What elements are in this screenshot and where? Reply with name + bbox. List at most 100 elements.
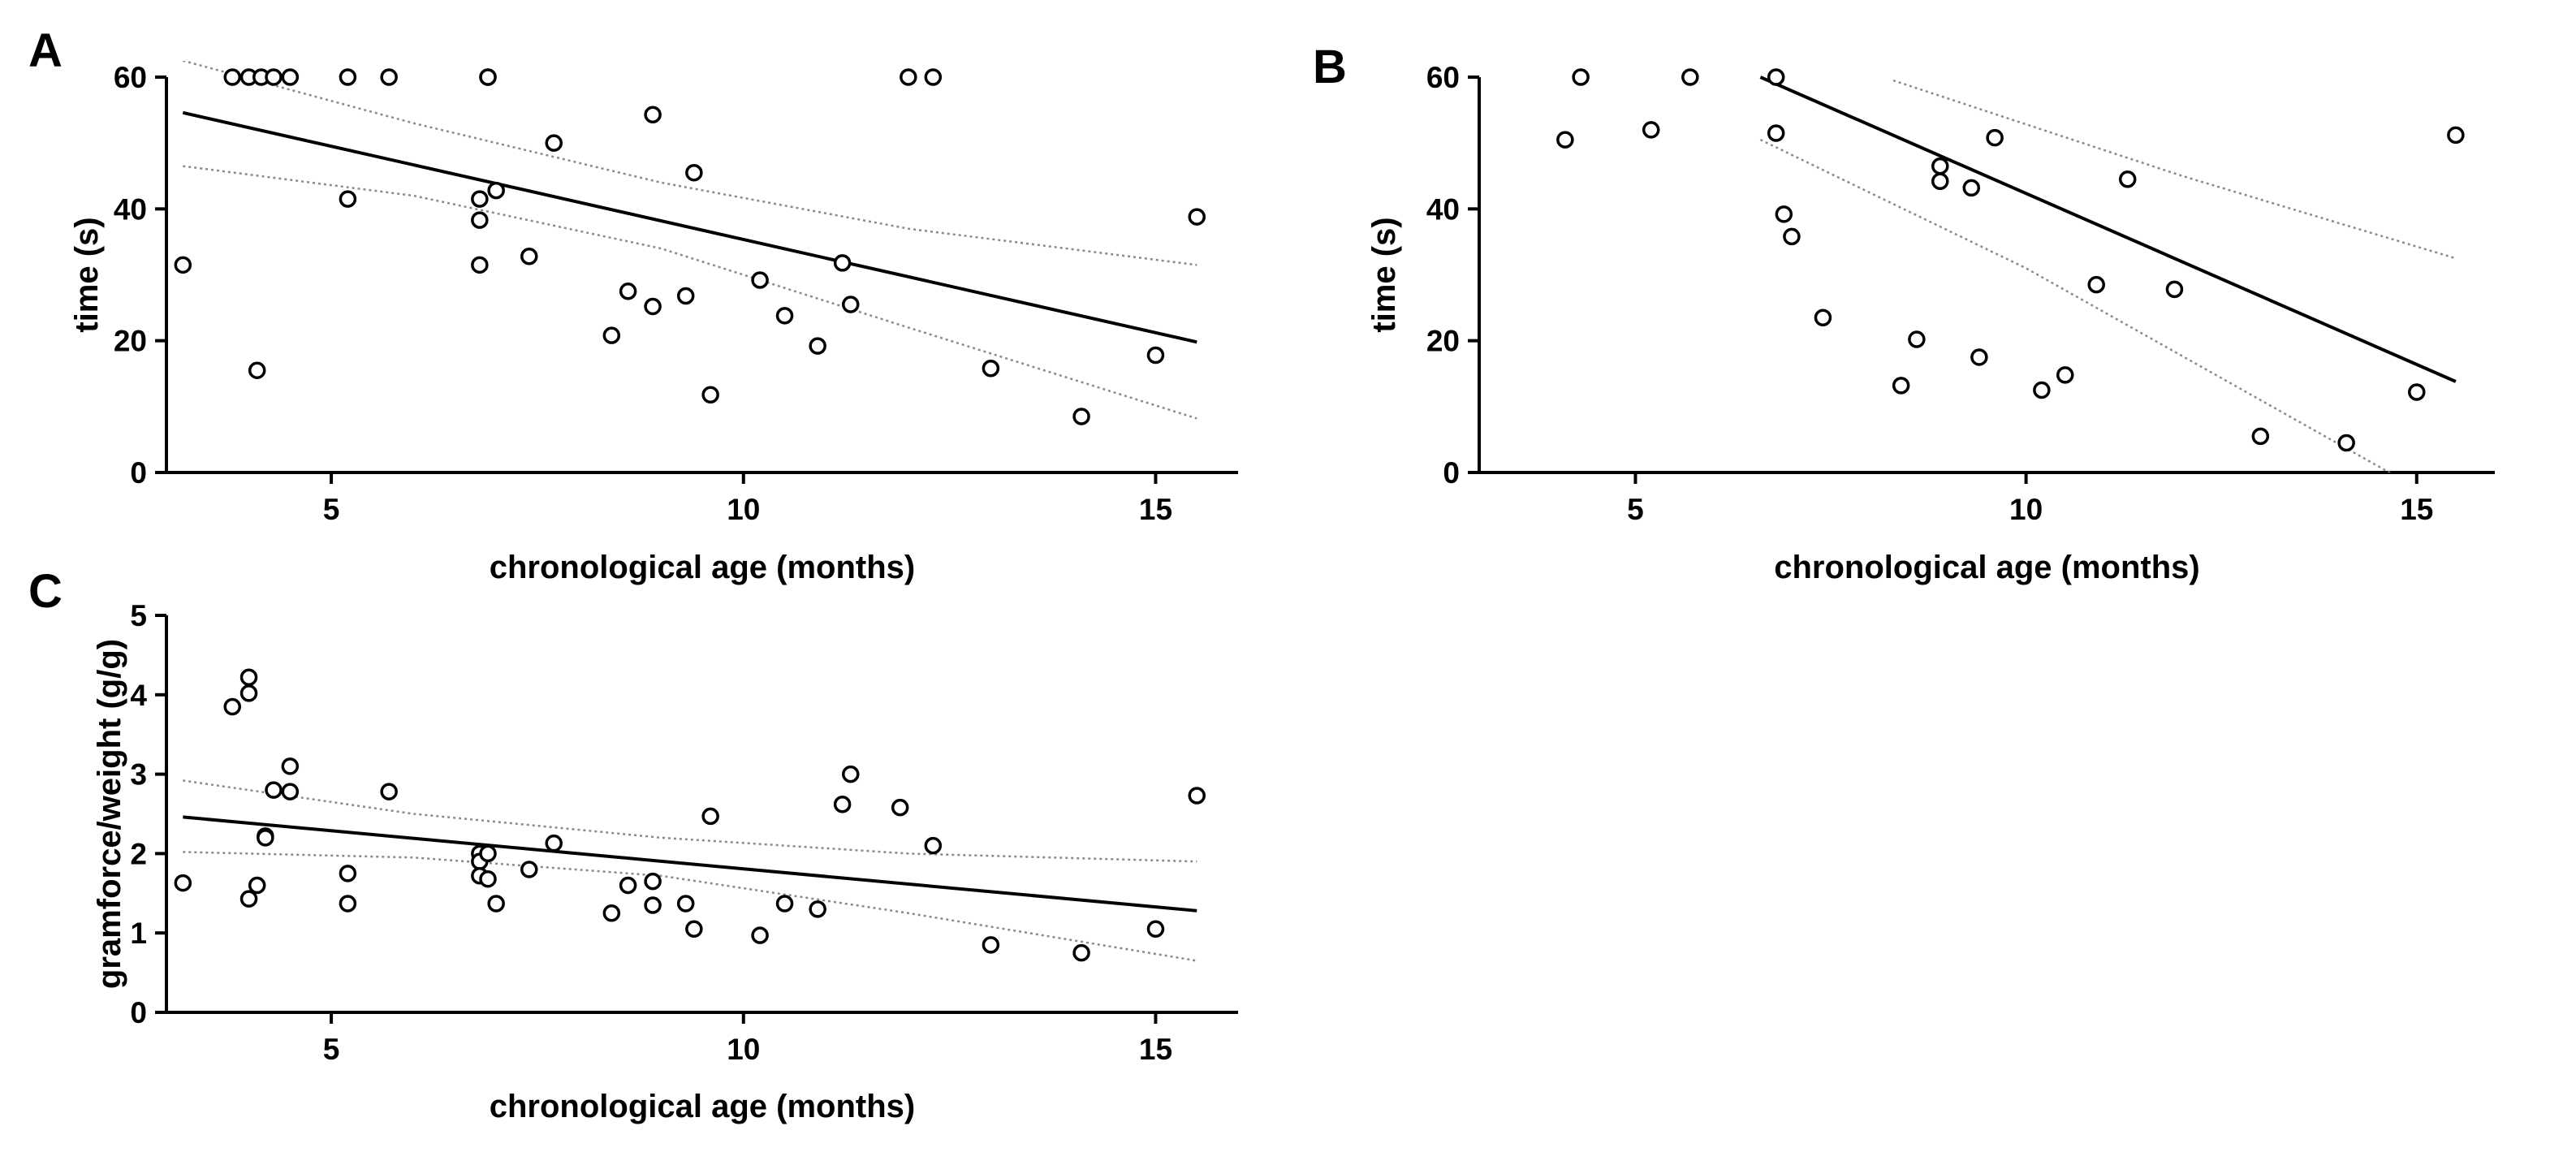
panel-c-data-point: [257, 829, 274, 847]
panel-b-data-point: [1970, 348, 1988, 366]
panel-a-data-point: [644, 106, 662, 124]
panel-a-regression-line: [182, 110, 1197, 344]
panel-a-data-point: [520, 248, 538, 265]
panel-c-ci-upper: [183, 779, 1197, 863]
panel-c-data-point: [602, 904, 621, 922]
panel-c-data-point: [239, 890, 258, 908]
panel-b-y-tick-label: 40: [1426, 192, 1460, 226]
panel-a-data-point: [174, 256, 192, 274]
panel-b-data-point: [2118, 170, 2137, 188]
panel-c-plot-area: [174, 668, 1206, 962]
panel-a-label: A: [28, 24, 63, 77]
panel-b-plot-area: [1556, 68, 2465, 472]
panel-b-data-point: [1681, 68, 1699, 86]
panel-a-data-point: [676, 287, 695, 305]
panel-c-y-tick-label: 2: [130, 837, 147, 870]
panel-a-y-axis-title: time (s): [69, 217, 105, 332]
panel-b-y-tick-label: 20: [1426, 325, 1460, 358]
panel-a-plot-area: [174, 61, 1206, 425]
panel-c-data-point: [775, 895, 794, 913]
panel-c-data-point: [924, 836, 943, 855]
panel-b-ci-lower: [1759, 138, 2392, 472]
panel-a-data-point: [775, 307, 794, 325]
panel-a-data-point: [248, 361, 266, 379]
panel-c-data-point: [1188, 787, 1206, 805]
panel-b-data-point: [1767, 124, 1785, 142]
panel-b-data-point: [1783, 227, 1801, 246]
panel-b-data-point: [1931, 157, 1949, 175]
panel-a-data-point: [380, 68, 398, 86]
panel-c-regression-line: [183, 815, 1197, 913]
panel-a-data-point: [471, 256, 489, 274]
panel-c-data-point: [520, 861, 538, 878]
panel-c-data-point: [380, 783, 398, 800]
panel-a-data-point: [1072, 408, 1090, 425]
panel-a-data-point: [471, 190, 489, 208]
panel-c-ci-lower: [183, 851, 1197, 962]
panel-a-data-point: [619, 283, 637, 300]
panel-c-data-point: [174, 874, 192, 892]
panel-c-data-point: [751, 926, 769, 944]
panel-c-data-point: [223, 697, 241, 716]
panel-c-data-point: [833, 796, 852, 813]
panel-a: A 5 10 15 0 20 40 60 chronological age (months) t…: [28, 24, 1238, 585]
panel-b-y-tick-label: 0: [1443, 456, 1460, 490]
panel-a-y-tick-label: 40: [114, 192, 147, 226]
panel-b-data-point: [2056, 366, 2074, 384]
panel-c: C 5 10 15 0 1 2 3 4 5 chronological age (months) gr…: [28, 565, 1238, 1124]
panel-b-data-point: [2165, 280, 2184, 299]
panel-c-data-point: [339, 865, 357, 882]
panel-a-data-point: [545, 134, 563, 152]
panel-a-data-point: [602, 326, 621, 344]
panel-b-data-point: [1767, 68, 1785, 86]
panel-c-data-point: [479, 844, 497, 863]
panel-a-data-point: [842, 296, 860, 313]
panel-b-x-axis-title: chronological age (months): [1774, 550, 2199, 585]
panel-c-label: C: [28, 565, 63, 618]
panel-a-data-point: [833, 254, 852, 272]
panel-a-data-point: [924, 68, 943, 86]
panel-b-label: B: [1313, 41, 1347, 93]
panel-a-y-tick-label: 0: [130, 456, 147, 490]
panel-c-y-tick-label: 1: [130, 917, 147, 950]
panel-a-y-tick-label: 60: [114, 61, 147, 94]
panel-c-x-tick-label: 5: [323, 1033, 340, 1066]
panel-b-data-point: [1556, 131, 1574, 149]
panel-c-data-point: [644, 872, 662, 891]
panel-b-data-point: [1962, 179, 1981, 197]
panel-c-data-point: [676, 895, 695, 913]
panel-b-y-tick-label: 60: [1426, 61, 1460, 94]
panel-c-data-point: [339, 895, 357, 913]
panel-a-data-point: [900, 68, 917, 86]
panel-c-data-point: [281, 783, 300, 800]
panel-b-data-point: [2408, 383, 2426, 401]
panel-a-data-point: [644, 297, 662, 316]
panel-b-data-point: [1572, 68, 1590, 86]
panel-a-data-point: [339, 190, 357, 208]
panel-c-data-point: [281, 757, 300, 775]
panel-c-y-tick-label: 5: [130, 599, 147, 632]
panel-c-data-point: [1072, 943, 1090, 962]
panel-c-data-point: [248, 876, 266, 895]
panel-a-data-point: [751, 271, 769, 289]
panel-b-y-axis-title: time (s): [1366, 217, 1402, 332]
panel-c-data-point: [545, 834, 563, 852]
panel-b-data-point: [1775, 205, 1793, 223]
panel-a-data-point: [479, 68, 497, 86]
panel-a-data-point: [982, 360, 1000, 378]
panel-a-x-axis-title: chronological age (months): [490, 550, 915, 585]
panel-b-ci-upper: [1892, 79, 2457, 260]
panel-b-data-point: [1892, 377, 1910, 395]
panel-b-data-point: [2033, 381, 2051, 399]
panel-a-data-point: [281, 68, 300, 86]
panel-b-data-point: [1908, 330, 1926, 348]
panel-b-data-point: [1986, 128, 2004, 147]
panel-c-data-point: [239, 668, 258, 687]
panel-a-data-point: [265, 68, 283, 86]
panel-a-data-point: [487, 181, 505, 200]
panel-c-data-point: [265, 781, 283, 799]
panel-b-data-point: [2251, 427, 2270, 446]
panel-c-x-tick-label: 15: [1139, 1033, 1172, 1066]
panel-a-x-tick-label: 15: [1139, 493, 1172, 526]
